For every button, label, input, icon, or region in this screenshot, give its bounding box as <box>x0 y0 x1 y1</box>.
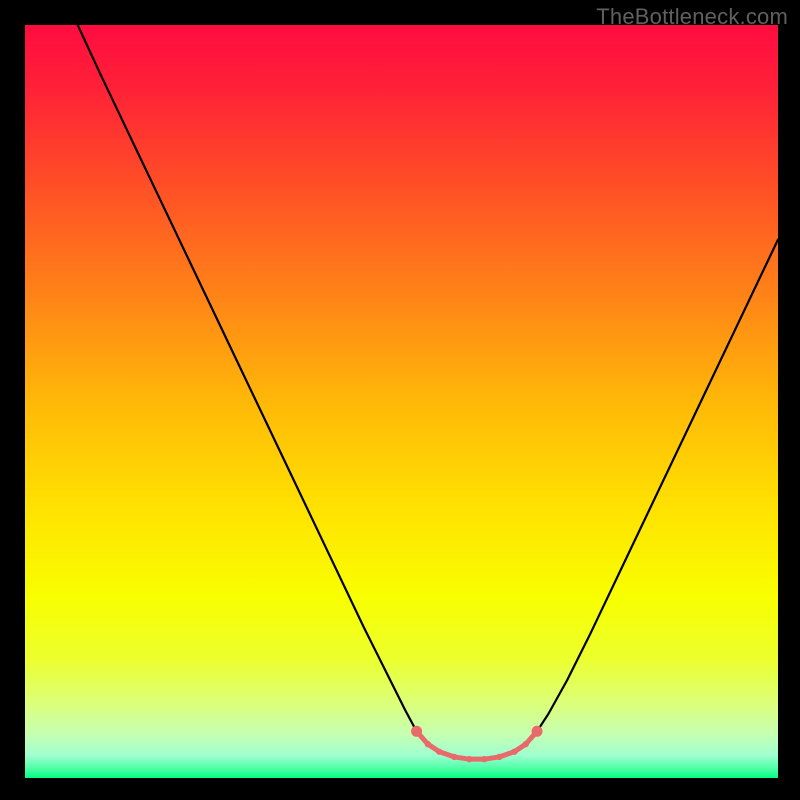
bottleneck-curve <box>78 25 778 759</box>
optimal-range-point <box>436 748 442 754</box>
optimal-range-point <box>481 756 487 762</box>
optimal-range-point <box>496 754 502 760</box>
optimal-range-endpoint <box>411 726 422 737</box>
plot-area <box>25 25 778 778</box>
chart-frame: TheBottleneck.com <box>0 0 800 800</box>
optimal-range-point <box>466 756 472 762</box>
optimal-range-point <box>523 741 529 747</box>
watermark-text: TheBottleneck.com <box>596 4 788 30</box>
optimal-range-line <box>417 731 537 759</box>
optimal-range-endpoint <box>532 726 543 737</box>
optimal-range-point <box>511 748 517 754</box>
curve-svg <box>25 25 778 778</box>
optimal-range-point <box>451 754 457 760</box>
optimal-range-point <box>425 741 431 747</box>
